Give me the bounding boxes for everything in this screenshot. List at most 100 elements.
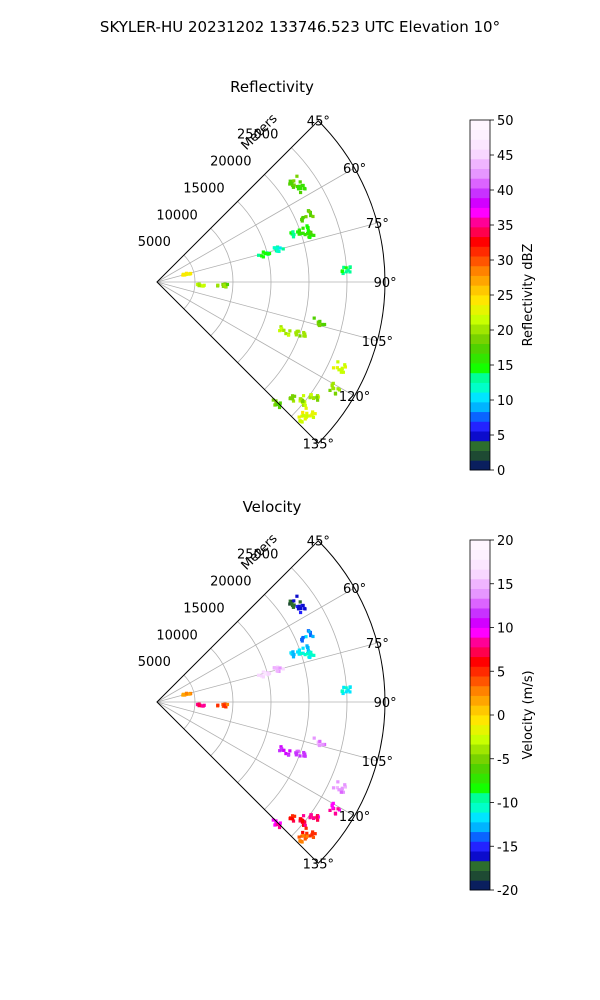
echo-gate [289,651,293,655]
angular-tick-label: 75° [366,217,389,232]
colorbar-tick-label: -10 [497,797,518,812]
echo-gate [271,818,275,822]
azimuth-spoke [156,701,355,817]
colorbar-segment [470,246,490,257]
echo-gate [303,332,307,336]
echo-gate [336,360,340,364]
echo-gate [317,323,322,328]
echo-gate [298,839,302,843]
echo-gate [291,655,296,659]
colorbar-segment [470,559,490,570]
echo-gate [298,334,302,338]
echo-gate [305,644,309,648]
colorbar-segment [470,685,490,696]
echo-gate [197,284,201,288]
echo-gate [277,825,282,830]
colorbar-segment [470,617,490,628]
colorbar-segment [470,549,490,560]
echo-gate [308,396,312,400]
echo-gate [303,403,307,408]
colorbar-tick-label: 5 [497,665,505,680]
echo-gate [261,675,265,679]
echo-gate [299,651,303,655]
echo-gate [303,823,307,828]
echo-gate [288,182,292,186]
echo-gate [346,268,350,272]
echo-gate [318,739,322,743]
colorbar-segment [470,753,490,765]
colorbar-segment [470,598,490,609]
echo-gate [298,397,302,401]
echo-gate [216,283,220,287]
echo-gate [311,830,315,834]
echo-gate [312,316,316,320]
echo-gate [181,693,185,697]
echo-gate [288,329,292,333]
echo-gate [308,816,312,820]
colorbar-tick-label: 50 [497,114,514,129]
echo-gate [300,217,304,222]
colorbar-segment [470,275,490,286]
echo-gate [343,785,348,789]
colorbar-tick-label: 5 [497,429,505,444]
echo-gate [181,273,185,277]
echo-gate [290,397,295,401]
echo-gate [290,599,294,604]
echo-gate [223,704,227,709]
echo-gate [301,231,305,235]
colorbar-tick-label: 40 [497,184,514,199]
colorbar-segment [470,569,490,580]
colorbar-segment [470,460,490,471]
colorbar-segment [470,149,490,160]
echo-gate [309,213,313,218]
echo-gate [275,669,280,673]
echo-gate [298,419,302,423]
azimuth-spoke [156,587,355,703]
angular-tick-label: 75° [366,637,389,652]
echo-gate [331,806,335,810]
echo-gate [261,255,265,259]
echo-gate [335,786,339,790]
colorbar-tick-label: 0 [497,709,505,724]
colorbar-segment [470,588,490,599]
echo-gate [341,790,345,794]
radial-tick-label: 15000 [183,181,224,196]
echo-gate [303,187,307,191]
echo-gate [343,363,347,367]
echo-gate [301,394,306,398]
colorbar-segment [470,695,490,706]
echo-gate [336,807,340,811]
colorbar-segment [470,734,490,745]
echo-gate [303,233,307,237]
colorbar-segment [470,382,490,393]
echo-gate [305,651,310,656]
echo-gate [263,671,267,675]
colorbar-segment [470,431,490,442]
echo-gate [305,224,309,228]
colorbar-segment [470,870,490,881]
echo-gate [331,786,336,790]
echo-gate [311,410,315,414]
echo-gate [340,368,344,372]
echo-gate [311,214,315,219]
echo-gate [298,180,302,184]
echo-gate [333,391,338,395]
colorbar-tick-label: -15 [497,840,518,855]
echo-gate [298,190,303,195]
colorbar-tick-label: 20 [497,324,514,339]
radial-tick-label: 10000 [156,628,197,643]
echo-gate [343,365,348,369]
colorbar-segment [470,324,490,335]
echo-gate [277,405,282,410]
colorbar-tick-label: -5 [497,753,510,768]
angular-tick-label: 135° [303,857,334,872]
echo-gate [317,743,322,748]
echo-gate [301,833,305,838]
echo-gate [312,736,316,740]
echo-gate [286,753,291,757]
colorbar-segment [470,392,490,403]
echo-gate [278,749,282,753]
echo-gate [189,691,193,696]
colorbar-segment [470,401,490,413]
